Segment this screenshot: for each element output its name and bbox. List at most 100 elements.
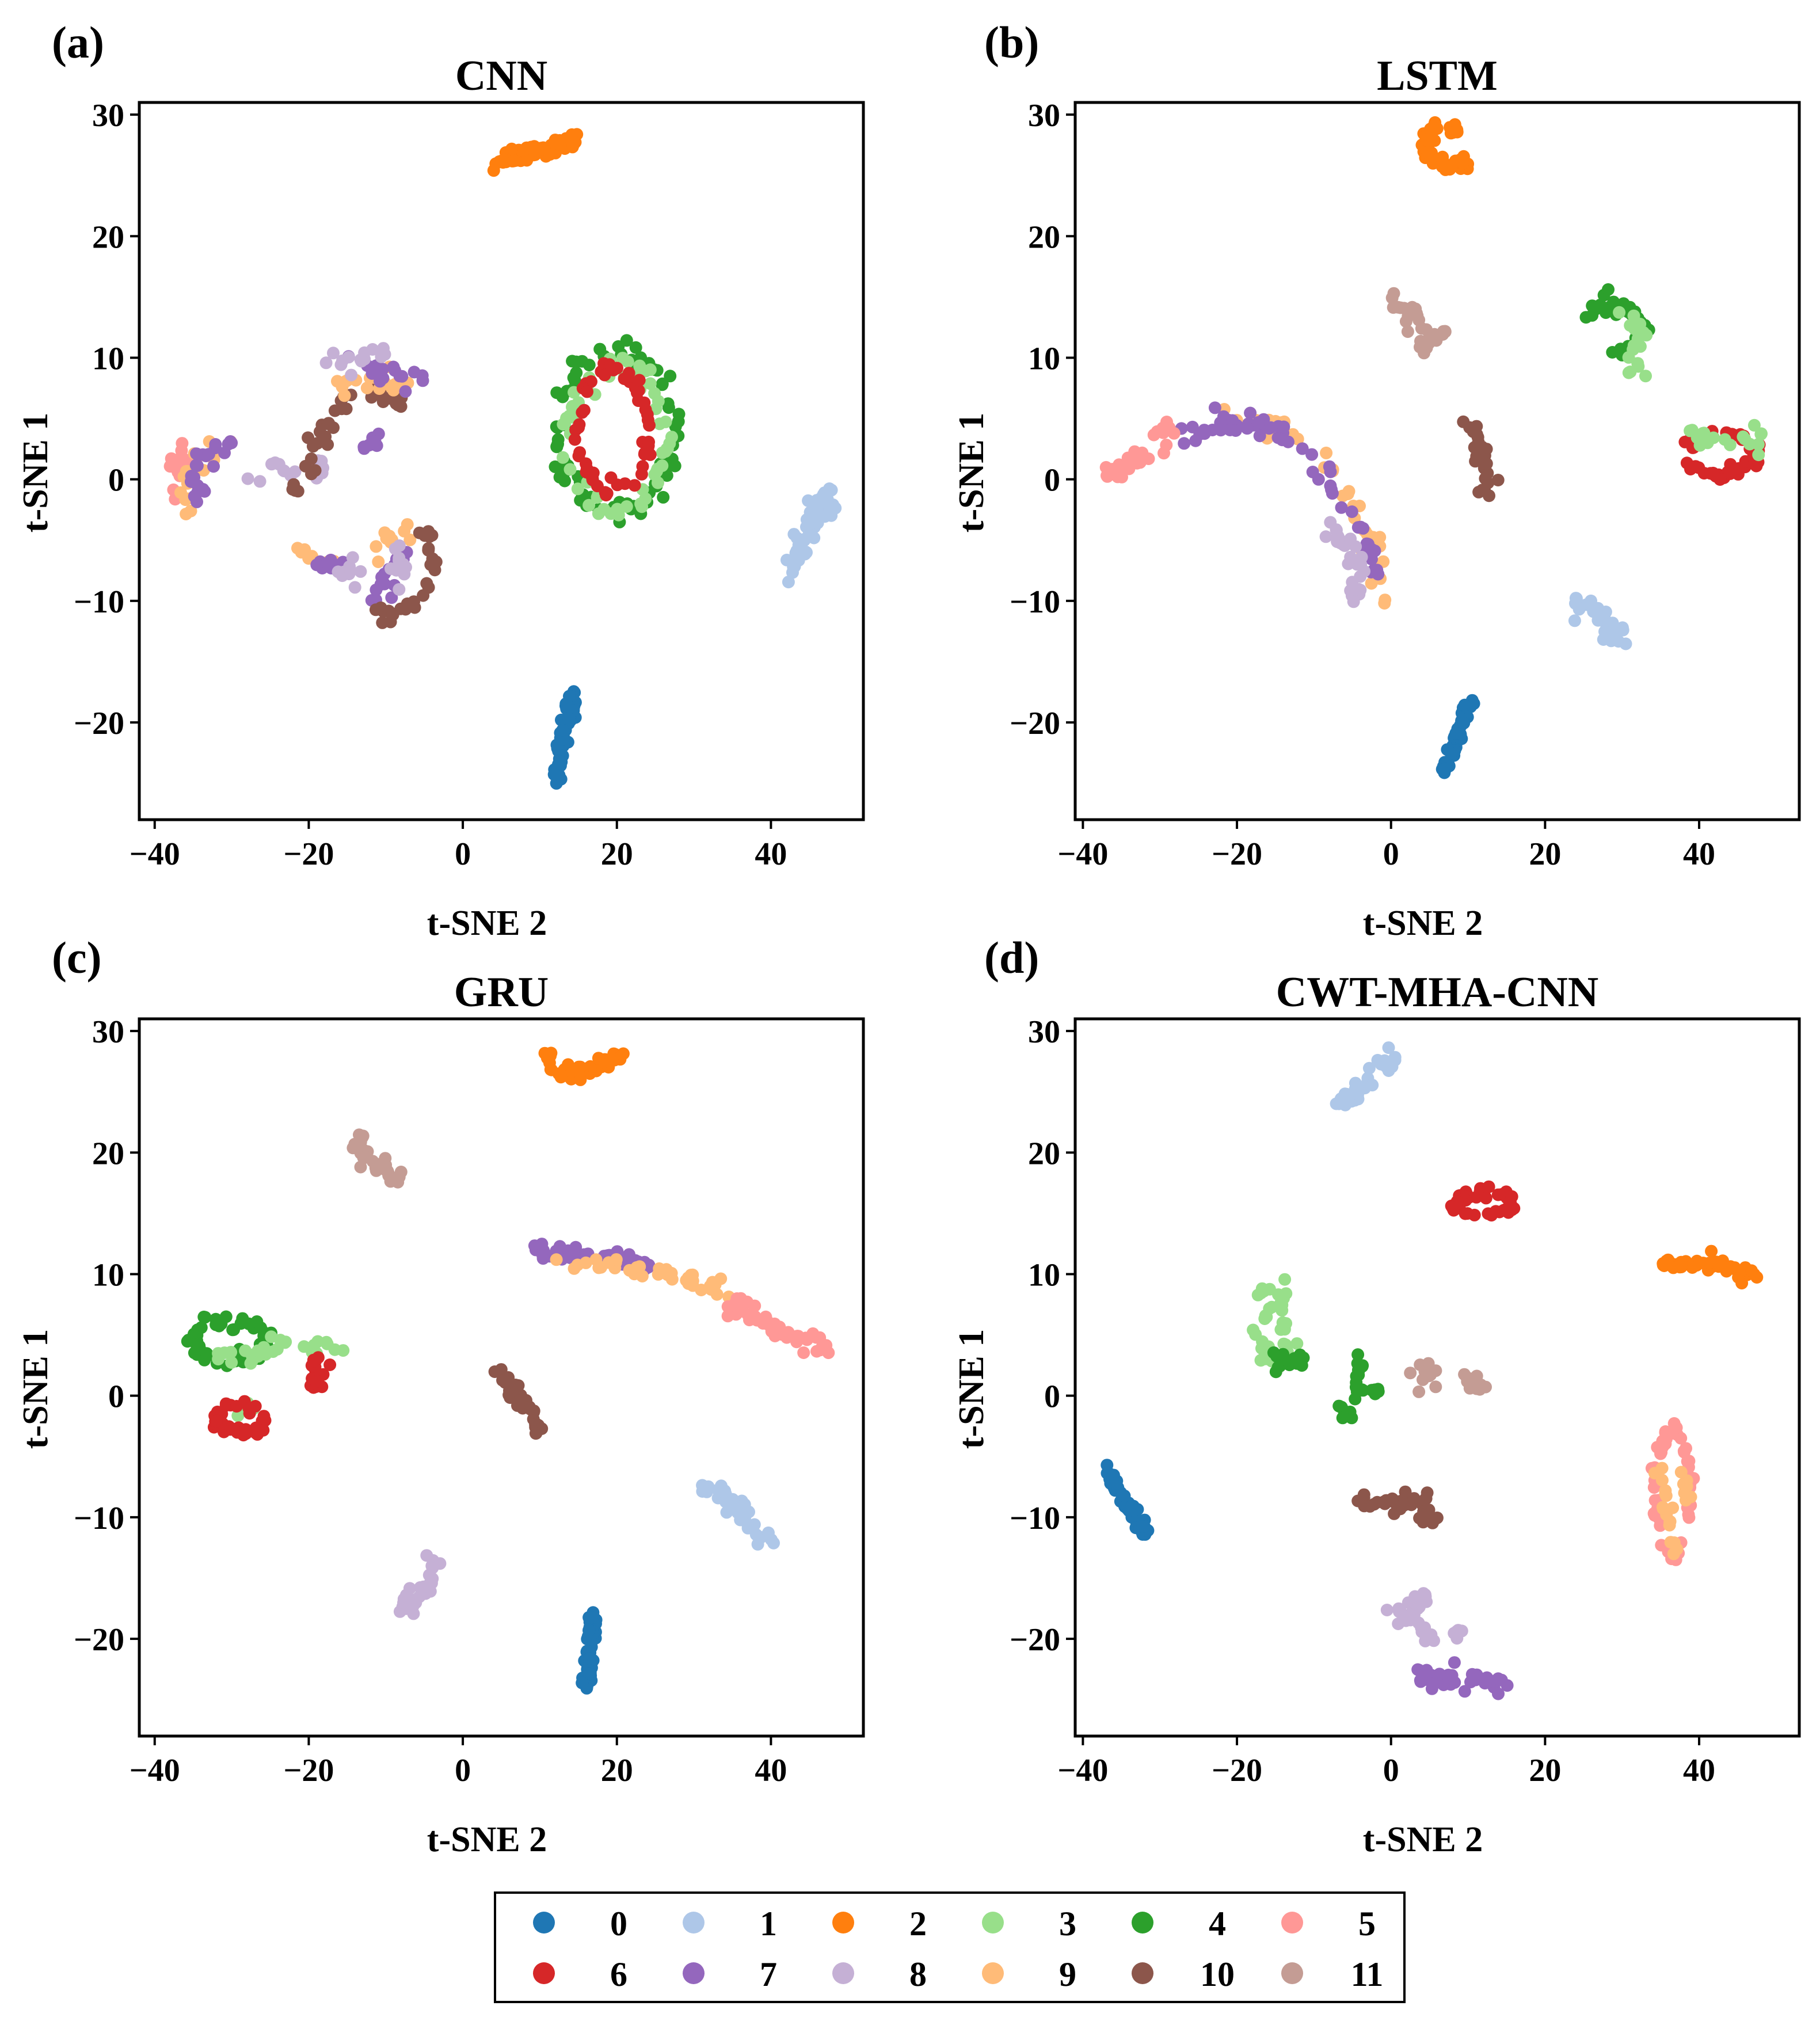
data-point (1446, 1201, 1459, 1215)
data-point (1568, 614, 1581, 627)
data-point (236, 1312, 249, 1325)
data-point (1380, 1060, 1393, 1074)
legend-item: 9 (982, 1955, 1076, 1993)
data-point (1409, 302, 1422, 315)
data-point (562, 713, 576, 726)
data-point (1419, 1493, 1432, 1506)
data-point (188, 490, 201, 503)
data-point (393, 583, 406, 596)
x-tick-label: −40 (1057, 836, 1108, 872)
data-point (571, 482, 584, 496)
cluster-class-7 (184, 435, 238, 508)
cluster-class-5 (1128, 416, 1181, 469)
data-point (323, 1358, 337, 1371)
cluster-class-7 (1175, 401, 1385, 581)
data-point (562, 1058, 574, 1071)
data-point (1226, 414, 1239, 427)
legend-marker (1281, 1912, 1303, 1934)
cluster-class-10 (488, 1363, 549, 1440)
data-point (612, 340, 625, 353)
data-point (1438, 325, 1452, 338)
data-point (1288, 1352, 1301, 1365)
y-tick-label: −20 (1010, 1622, 1060, 1658)
data-point (529, 1427, 542, 1440)
y-tick-label: 10 (1028, 1257, 1060, 1293)
x-tick-label: 40 (755, 1753, 787, 1788)
legend-marker (1132, 1912, 1153, 1934)
y-tick-label: 20 (1028, 219, 1060, 255)
data-point (791, 1330, 805, 1343)
data-point (1351, 1348, 1365, 1361)
scatter-points (163, 128, 842, 790)
data-point (1686, 1261, 1699, 1274)
y-tick-label: 20 (1028, 1136, 1060, 1171)
data-point (197, 1310, 211, 1323)
data-point (1754, 428, 1768, 441)
data-point (239, 1344, 252, 1357)
cluster-class-2 (1444, 118, 1464, 140)
legend-marker (1132, 1962, 1153, 1984)
y-tick-label: 0 (108, 1379, 124, 1415)
data-point (557, 733, 570, 746)
data-point (1382, 1041, 1395, 1055)
legend-marker (832, 1912, 854, 1934)
y-tick-label: −10 (1010, 1501, 1060, 1536)
data-point (1491, 474, 1505, 486)
data-point (1256, 1335, 1269, 1348)
legend-item: 4 (1132, 1905, 1226, 1943)
data-point (572, 421, 585, 434)
data-point (393, 370, 406, 383)
cluster-class-2 (1415, 116, 1475, 176)
data-point (1718, 433, 1731, 446)
data-point (1365, 543, 1379, 556)
data-point (1585, 594, 1597, 607)
data-point (420, 577, 433, 590)
data-point (298, 543, 311, 556)
x-tick-label: −40 (130, 1753, 180, 1788)
data-point (719, 1487, 732, 1501)
legend-item: 7 (683, 1955, 777, 1993)
data-point (559, 699, 572, 713)
data-point (1277, 1292, 1290, 1305)
x-axis-label: t-SNE 2 (427, 904, 547, 943)
data-point (630, 1261, 644, 1274)
data-point (210, 1318, 223, 1331)
data-point (1346, 576, 1359, 589)
data-point (648, 387, 661, 400)
data-point (243, 1402, 256, 1415)
y-tick-label: −10 (74, 1501, 124, 1536)
data-point (1572, 603, 1586, 616)
data-point (321, 438, 334, 451)
data-point (751, 1537, 764, 1551)
data-point (385, 380, 398, 394)
data-point (422, 525, 435, 538)
data-point (298, 1340, 311, 1353)
data-point (378, 577, 391, 591)
data-point (1639, 370, 1652, 383)
data-point (198, 1353, 211, 1367)
data-point (311, 437, 324, 450)
y-tick-label: 30 (1028, 1014, 1060, 1050)
data-point (1356, 1359, 1369, 1372)
x-tick-label: 20 (601, 836, 633, 872)
data-point (1433, 1668, 1446, 1681)
data-point (413, 1590, 426, 1603)
data-point (1336, 489, 1349, 503)
data-point (311, 1335, 325, 1348)
data-point (190, 1326, 203, 1339)
legend-item: 3 (982, 1905, 1076, 1943)
cluster-class-9 (1648, 1461, 1684, 1561)
data-point (721, 1300, 734, 1313)
scatter-points (1101, 1041, 1764, 1700)
data-point (628, 479, 641, 492)
data-point (1469, 455, 1482, 468)
y-tick-label: 10 (92, 1257, 124, 1293)
data-point (1479, 472, 1492, 485)
data-point (610, 1253, 623, 1266)
data-point (226, 1323, 239, 1337)
data-point (1371, 1053, 1384, 1067)
data-point (576, 1676, 589, 1689)
data-point (573, 446, 587, 459)
data-point (1737, 430, 1750, 443)
